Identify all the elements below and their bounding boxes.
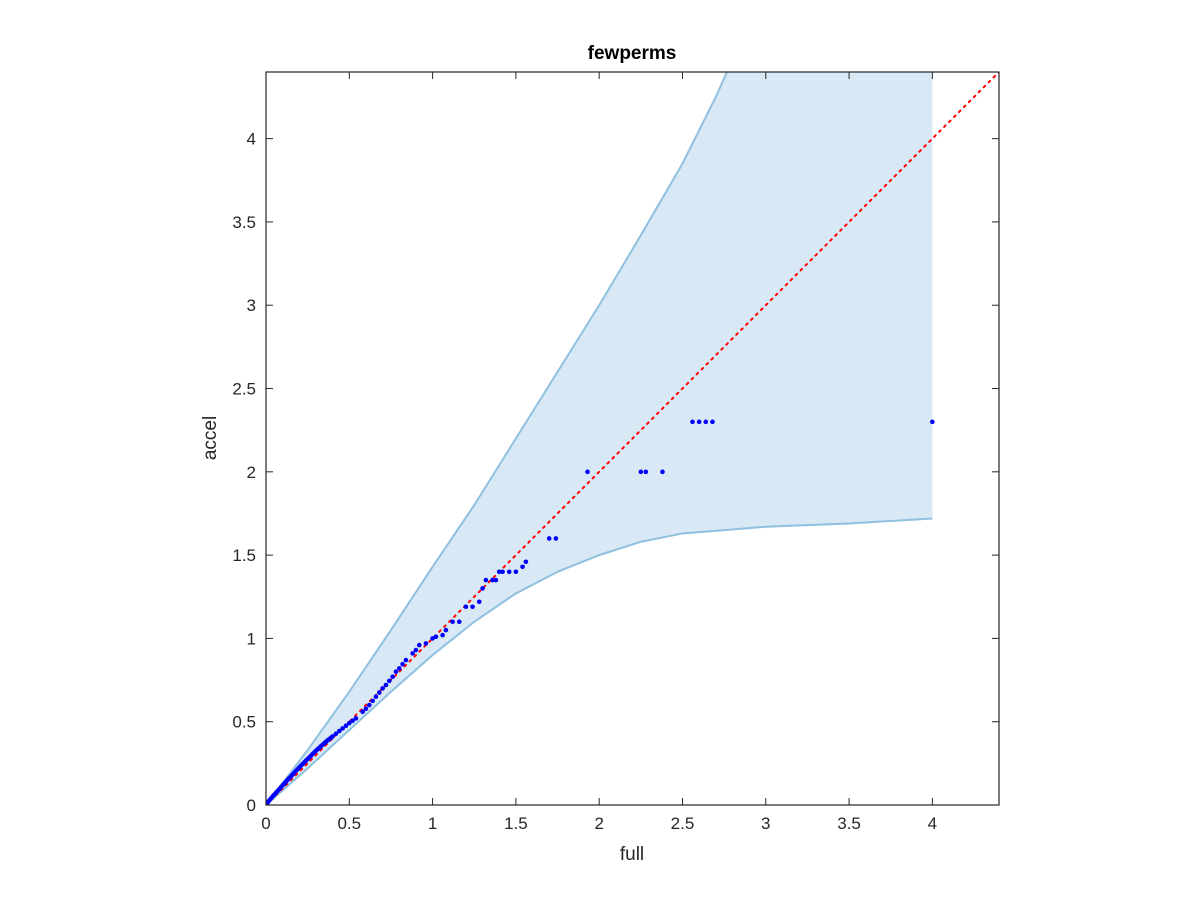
y-tick-label: 0 [247,796,256,815]
data-point [433,634,439,640]
data-point [413,647,419,653]
band-upper-edge [266,72,728,805]
data-point [363,706,369,712]
data-point [470,604,475,610]
data-point [337,728,342,734]
data-point [456,619,462,625]
data-point [360,709,365,715]
data-point [423,641,429,646]
data-point [638,469,644,475]
data-point [340,726,345,731]
data-point [403,657,409,663]
data-point [383,682,389,688]
diagonal-reference-line [266,72,999,805]
data-point [410,651,415,656]
y-tick-label: 1 [247,629,256,648]
data-point [520,564,525,570]
data-point [376,690,382,695]
data-point [930,419,935,425]
data-point [396,666,402,671]
data-point [480,586,485,591]
data-point [643,469,649,475]
x-tick-label: 1.5 [504,814,528,833]
y-tick-label: 0.5 [232,713,256,732]
x-tick-label: 1 [428,814,437,833]
data-point [443,627,449,633]
x-axis-label: full [620,844,644,865]
data-point [500,569,505,575]
x-tick-label: 2.5 [671,814,695,833]
data-point [343,723,349,729]
data-point [346,720,352,726]
data-point [493,577,499,583]
band-lower-edge [266,517,933,805]
data-point [370,698,375,704]
chart-title: fewperms [588,43,677,64]
data-point [366,702,372,708]
axes: 0 0.5 1 1.5 2 2.5 3 3.5 4 0 0.5 1 1.5 2 2.5 3 3.5 4 [232,71,1000,833]
data-point [696,419,702,425]
y-tick-label: 2 [247,463,256,482]
data-point [373,694,379,700]
data-point [330,734,335,739]
axes-box [265,71,1000,806]
data-point [400,661,405,667]
data-point [390,674,395,680]
confidence-band [266,72,933,805]
data-point [386,678,392,684]
data-point [690,419,695,425]
data-point [710,419,715,425]
data-point [476,599,482,605]
y-tick-label: 3 [247,296,256,315]
data-point [660,469,665,475]
data-point [416,642,422,648]
data-point [553,536,559,541]
data-point [546,536,552,541]
data-point [513,569,519,575]
data-point [506,569,512,575]
data-point [333,731,339,736]
data-point [380,686,385,691]
y-tick-label: 2.5 [232,380,256,399]
y-tick-label: 3.5 [232,213,256,232]
x-tick-label: 0 [261,814,270,833]
x-tick-label: 4 [928,814,937,833]
data-point [496,569,502,575]
data-point [585,469,590,475]
data-point [393,669,399,675]
data-point [523,559,529,565]
x-tick-label: 0.5 [337,814,361,833]
plot-area [266,72,999,805]
x-tick-label: 3.5 [837,814,861,833]
x-tick-label: 2 [594,814,603,833]
y-tick-label: 1.5 [232,546,256,565]
y-tick-label: 4 [247,130,256,149]
y-axis-label: accel [200,416,221,460]
data-point [703,419,709,425]
data-point [353,716,359,721]
data-point [350,718,355,724]
x-tick-label: 3 [761,814,770,833]
data-point [490,577,495,583]
data-point [483,577,489,583]
data-point [463,604,469,610]
data-point [450,619,455,625]
data-point [440,632,445,638]
